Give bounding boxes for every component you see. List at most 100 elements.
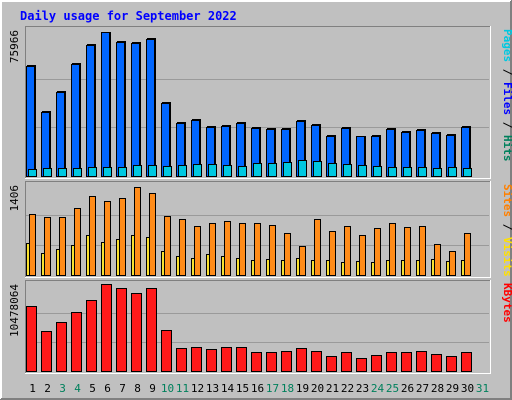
day-tick-label: 15 — [236, 382, 249, 395]
bar-sites — [284, 233, 291, 276]
bar-sites — [89, 196, 96, 276]
bar-files — [116, 42, 125, 177]
bar-sites — [389, 223, 396, 276]
day-tick-label: 8 — [134, 382, 141, 395]
bar-files — [71, 64, 80, 177]
bar-sites — [194, 226, 201, 276]
panel-max-label: 1406 — [8, 185, 21, 212]
bar-kbytes — [461, 352, 472, 372]
bar-kbytes — [86, 300, 97, 372]
day-tick-label: 10 — [161, 382, 174, 395]
day-tick-label: 3 — [59, 382, 66, 395]
panel-legend: Pages / Files / Hits — [501, 29, 512, 162]
bar-kbytes — [356, 358, 367, 372]
bar-kbytes — [191, 347, 202, 372]
bar-pages — [148, 165, 157, 177]
bar-pages — [328, 163, 337, 177]
bar-kbytes — [101, 284, 112, 372]
bar-sites — [224, 221, 231, 276]
day-tick-label: 5 — [89, 382, 96, 395]
legend-entry: / — [501, 217, 512, 237]
bar-sites — [464, 233, 471, 276]
bar-pages — [448, 167, 457, 177]
bar-sites — [44, 217, 51, 276]
bar-sites — [404, 227, 411, 276]
chart-title: Daily usage for September 2022 — [20, 9, 237, 23]
bar-sites — [149, 193, 156, 276]
bar-sites — [329, 231, 336, 276]
bar-kbytes — [236, 347, 247, 372]
panel-hits-files-pages: 75966 Pages / Files / Hits — [8, 26, 512, 179]
bar-sites — [254, 223, 261, 276]
bar-pages — [223, 165, 232, 177]
bar-kbytes — [26, 306, 37, 372]
bar-kbytes — [446, 356, 457, 372]
bar-kbytes — [131, 293, 142, 372]
bar-sites — [119, 198, 126, 276]
day-tick-label: 7 — [119, 382, 126, 395]
bar-kbytes — [221, 347, 232, 372]
day-tick-label: 28 — [431, 382, 444, 395]
bar-sites — [29, 214, 36, 276]
bar-files — [146, 39, 155, 177]
bar-pages — [43, 168, 52, 177]
bar-sites — [374, 228, 381, 276]
bar-sites — [269, 225, 276, 276]
bar-pages — [298, 160, 307, 177]
bar-pages — [388, 167, 397, 177]
bar-files — [131, 43, 140, 177]
legend-entry: Visits — [501, 237, 512, 277]
bar-pages — [133, 165, 142, 177]
bar-files — [101, 32, 110, 177]
panel-max-label: 75966 — [8, 30, 21, 63]
legend-entry: KBytes — [501, 283, 512, 323]
bar-sites — [314, 219, 321, 276]
bar-pages — [313, 161, 322, 177]
bar-kbytes — [416, 351, 427, 372]
bar-kbytes — [371, 355, 382, 372]
bar-pages — [343, 164, 352, 177]
bar-kbytes — [296, 348, 307, 372]
legend-entry: Files — [501, 82, 512, 115]
bar-kbytes — [281, 351, 292, 372]
day-tick-label: 4 — [74, 382, 81, 395]
bar-pages — [163, 166, 172, 177]
bar-kbytes — [431, 354, 442, 372]
bar-pages — [238, 166, 247, 177]
bar-sites — [419, 226, 426, 276]
day-tick-label: 20 — [311, 382, 324, 395]
day-tick-label: 24 — [371, 382, 385, 395]
bar-files — [26, 66, 35, 177]
day-axis: 1 2 3 4 5 6 7 8 9 10 11 12 13 14 15 16 17 18 19 20 21 22 23 24 2… — [29, 382, 489, 395]
bar-pages — [103, 167, 112, 177]
bar-pages — [463, 168, 472, 177]
panel-visits-sites: 1406 Sites / Visits — [8, 181, 512, 278]
bar-sites — [449, 251, 456, 276]
bar-kbytes — [56, 322, 67, 372]
day-tick-label: 14 — [221, 382, 235, 395]
bar-kbytes — [161, 330, 172, 372]
bar-kbytes — [116, 288, 127, 372]
legend-entry: / — [501, 62, 512, 82]
day-tick-label: 21 — [326, 382, 339, 395]
bar-pages — [58, 168, 67, 177]
bar-kbytes — [41, 331, 52, 372]
bar-kbytes — [176, 348, 187, 372]
panel-kbytes: 10478064 KBytes — [8, 280, 512, 374]
bar-kbytes — [146, 288, 157, 372]
day-tick-label: 19 — [296, 382, 309, 395]
legend-entry: Pages — [501, 29, 512, 62]
bar-kbytes — [401, 352, 412, 372]
day-tick-label: 9 — [149, 382, 156, 395]
bar-pages — [373, 166, 382, 177]
bar-sites — [209, 223, 216, 276]
day-tick-label: 12 — [191, 382, 204, 395]
day-tick-label: 18 — [281, 382, 294, 395]
bar-kbytes — [71, 312, 82, 372]
bar-pages — [208, 164, 217, 177]
day-tick-label: 6 — [104, 382, 111, 395]
bar-pages — [433, 168, 442, 177]
bar-files — [41, 112, 50, 177]
